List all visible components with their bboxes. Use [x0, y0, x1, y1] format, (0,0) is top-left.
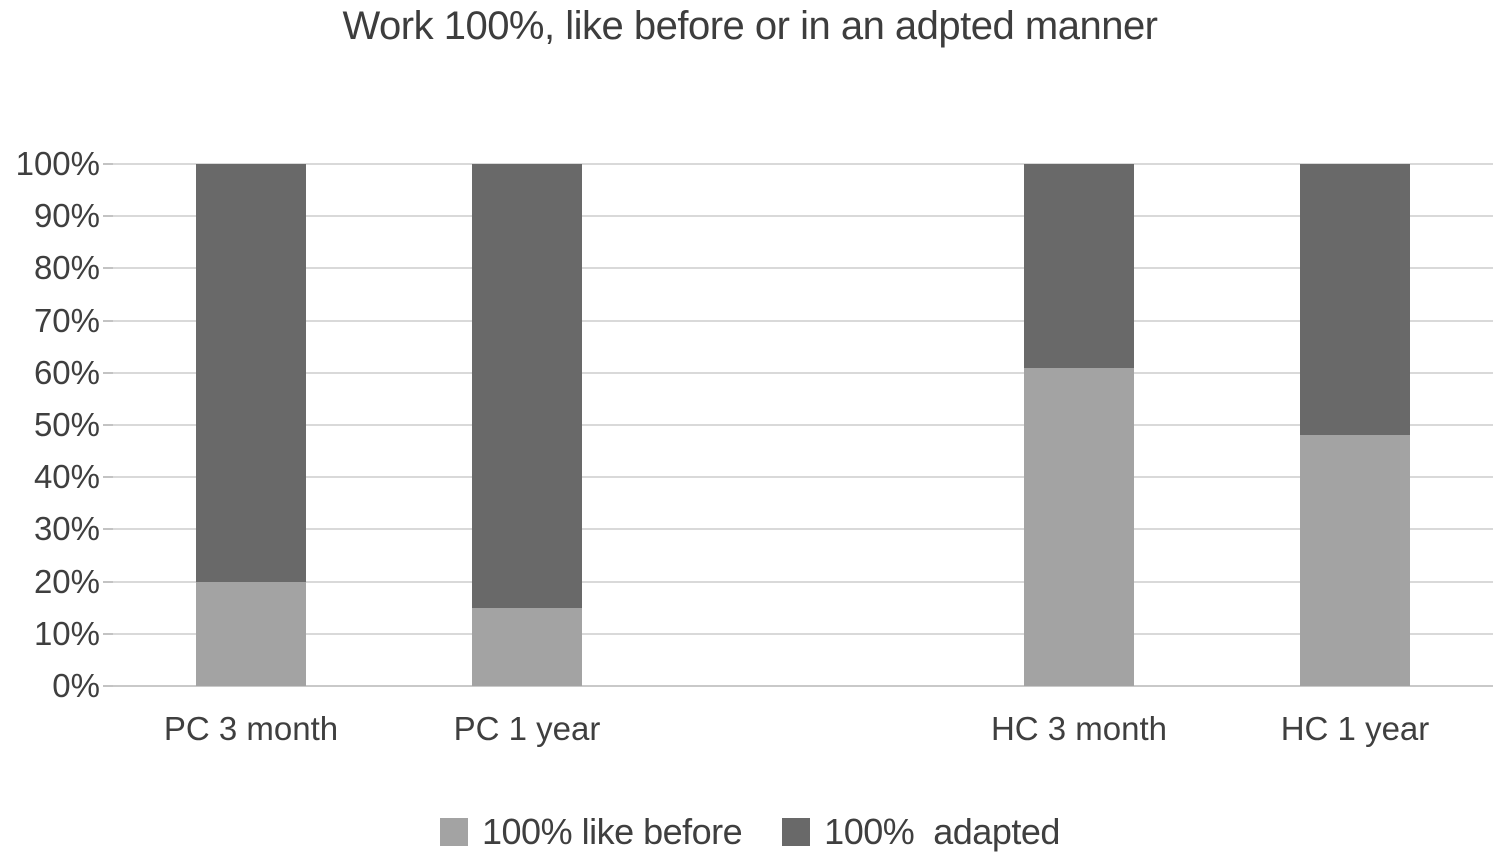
y-axis-tick	[103, 424, 113, 426]
gridline	[113, 215, 1493, 217]
legend-item: 100% adapted	[782, 811, 1060, 853]
y-axis-tick	[103, 215, 113, 217]
gridline	[113, 267, 1493, 269]
y-axis-tick	[103, 685, 113, 687]
y-tick-label: 60%	[33, 354, 100, 391]
x-axis: PC 3 month PC 1 year HC 3 month HC 1 year	[113, 706, 1493, 752]
x-category-label: PC 1 year	[453, 710, 601, 747]
stacked-bar	[1300, 164, 1410, 686]
y-axis-tick	[103, 581, 113, 583]
stacked-bar	[472, 164, 582, 686]
y-tick-label: 70%	[33, 302, 100, 339]
legend-item: 100% like before	[440, 811, 743, 853]
y-axis-tick	[103, 320, 113, 322]
y-tick-label: 20%	[33, 563, 100, 600]
x-axis-baseline	[113, 685, 1493, 687]
y-axis-tick	[103, 633, 113, 635]
legend-color-swatch	[440, 818, 468, 846]
gridline	[113, 476, 1493, 478]
y-tick-label: 10%	[33, 615, 100, 652]
gridline	[113, 633, 1493, 635]
y-tick-label: 90%	[33, 197, 100, 234]
x-category-label: HC 1 year	[1280, 710, 1430, 747]
gridline	[113, 581, 1493, 583]
y-tick-label: 30%	[33, 510, 100, 547]
stacked-bar	[1024, 164, 1134, 686]
bar-segment	[472, 164, 582, 608]
chart-title: Work 100%, like before or in an adpted m…	[342, 4, 1158, 48]
legend-color-swatch	[782, 818, 811, 846]
y-axis-tick	[103, 267, 113, 269]
plot-area	[103, 163, 1493, 687]
legend: 100% like before 100% adapted	[440, 806, 1060, 858]
bar-segment	[196, 581, 306, 686]
bar-segment	[1024, 164, 1134, 368]
y-axis-tick	[103, 163, 113, 165]
legend-label: 100% like before	[482, 811, 743, 852]
y-tick-label: 0%	[52, 667, 100, 704]
y-axis-tick	[103, 476, 113, 478]
x-category-label: PC 3 month	[163, 710, 339, 747]
legend-label: 100% adapted	[824, 811, 1060, 852]
bar-segment	[196, 164, 306, 582]
gridline	[113, 372, 1493, 374]
gridline	[113, 528, 1493, 530]
y-axis-tick	[103, 528, 113, 530]
stacked-bar	[196, 164, 306, 686]
bar-segment	[1300, 164, 1410, 436]
y-tick-label: 40%	[33, 458, 100, 495]
y-tick-label: 100%	[15, 145, 100, 182]
y-tick-label: 80%	[33, 249, 100, 286]
y-axis-tick	[103, 372, 113, 374]
y-axis: 0% 10% 20% 30% 40% 50% 60% 70% 80% 90% 100%	[0, 145, 100, 704]
bar-segment	[472, 607, 582, 686]
x-category-label: HC 3 month	[990, 710, 1168, 747]
gridline	[113, 163, 1493, 165]
y-tick-label: 50%	[33, 406, 100, 443]
bar-segment	[1300, 435, 1410, 686]
bar-segment	[1024, 367, 1134, 686]
gridline	[113, 320, 1493, 322]
gridline	[113, 424, 1493, 426]
